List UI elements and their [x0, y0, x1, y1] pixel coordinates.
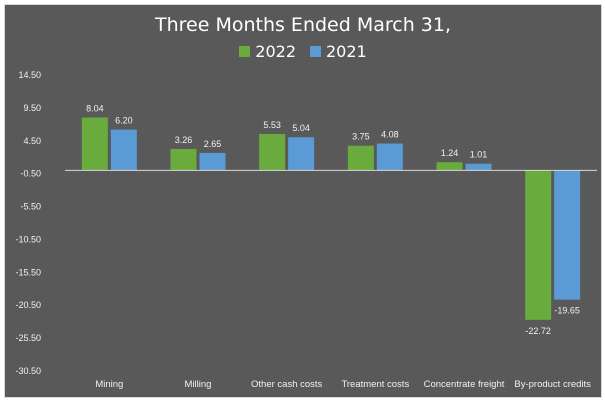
- y-tick-label: -30.50: [15, 366, 41, 376]
- x-tick-label: Treatment costs: [341, 379, 409, 390]
- legend-swatch-2022: [239, 46, 251, 57]
- data-label-2021-4: 1.01: [470, 150, 488, 160]
- bar-2022-3: [347, 145, 374, 171]
- legend-label-2022: 2022: [255, 42, 296, 61]
- x-tick-label: Milling: [185, 379, 212, 390]
- bar-2022-2: [259, 134, 286, 171]
- x-tick-label: Other cash costs: [251, 379, 323, 390]
- data-label-2021-1: 2.65: [204, 139, 222, 149]
- data-label-2022-0: 8.04: [86, 103, 104, 113]
- data-label-2022-2: 5.53: [263, 120, 281, 130]
- legend-swatch-2021: [310, 46, 321, 57]
- bar-2022-0: [81, 117, 108, 171]
- data-label-2021-2: 5.04: [292, 123, 310, 133]
- legend-label-2021: 2021: [326, 42, 367, 61]
- x-tick-label: By-product credits: [514, 379, 591, 390]
- y-tick-label: 4.50: [23, 136, 41, 146]
- chart-frame: Three Months Ended March 31, 2022 2021 1…: [4, 4, 602, 398]
- data-label-2022-1: 3.26: [175, 135, 193, 145]
- bar-chart-plot: 14.50 9.50 4.50 -0.50 -5.50 -10.50 -15.50 -20.5…: [15, 70, 597, 390]
- bar-2022-1: [170, 148, 197, 171]
- bar-2021-1: [199, 152, 226, 171]
- x-tick-label: Mining: [95, 379, 123, 390]
- data-label-2021-5: -19.65: [554, 306, 580, 316]
- y-tick-label: 9.50: [23, 103, 41, 113]
- data-label-2021-0: 6.20: [115, 116, 133, 126]
- bar-2021-3: [376, 143, 403, 171]
- chart-title: Three Months Ended March 31,: [154, 14, 452, 36]
- data-label-2022-4: 1.24: [441, 148, 459, 158]
- y-tick-label: -15.50: [15, 267, 41, 277]
- bar-2021-4: [465, 163, 492, 171]
- y-tick-label: -0.50: [20, 169, 41, 179]
- bar-2022-4: [436, 162, 463, 171]
- data-label-2021-3: 4.08: [381, 130, 399, 140]
- legend-entry-2022: 2022: [239, 42, 296, 61]
- legend: 2022 2021: [5, 42, 601, 61]
- y-tick-label: -10.50: [15, 234, 41, 244]
- y-tick-label: -25.50: [15, 333, 41, 343]
- data-label-2022-5: -22.72: [525, 326, 551, 336]
- bar-2021-0: [110, 129, 137, 171]
- data-label-2022-3: 3.75: [352, 132, 370, 142]
- bar-2022-5: [525, 170, 552, 320]
- legend-entry-2021: 2021: [310, 42, 367, 61]
- x-tick-label: Concentrate freight: [424, 379, 505, 390]
- bar-2021-5: [554, 170, 581, 300]
- bar-2021-2: [288, 137, 315, 171]
- y-tick-label: -5.50: [20, 202, 41, 212]
- y-tick-label: 14.50: [18, 70, 41, 80]
- y-tick-label: -20.50: [15, 300, 41, 310]
